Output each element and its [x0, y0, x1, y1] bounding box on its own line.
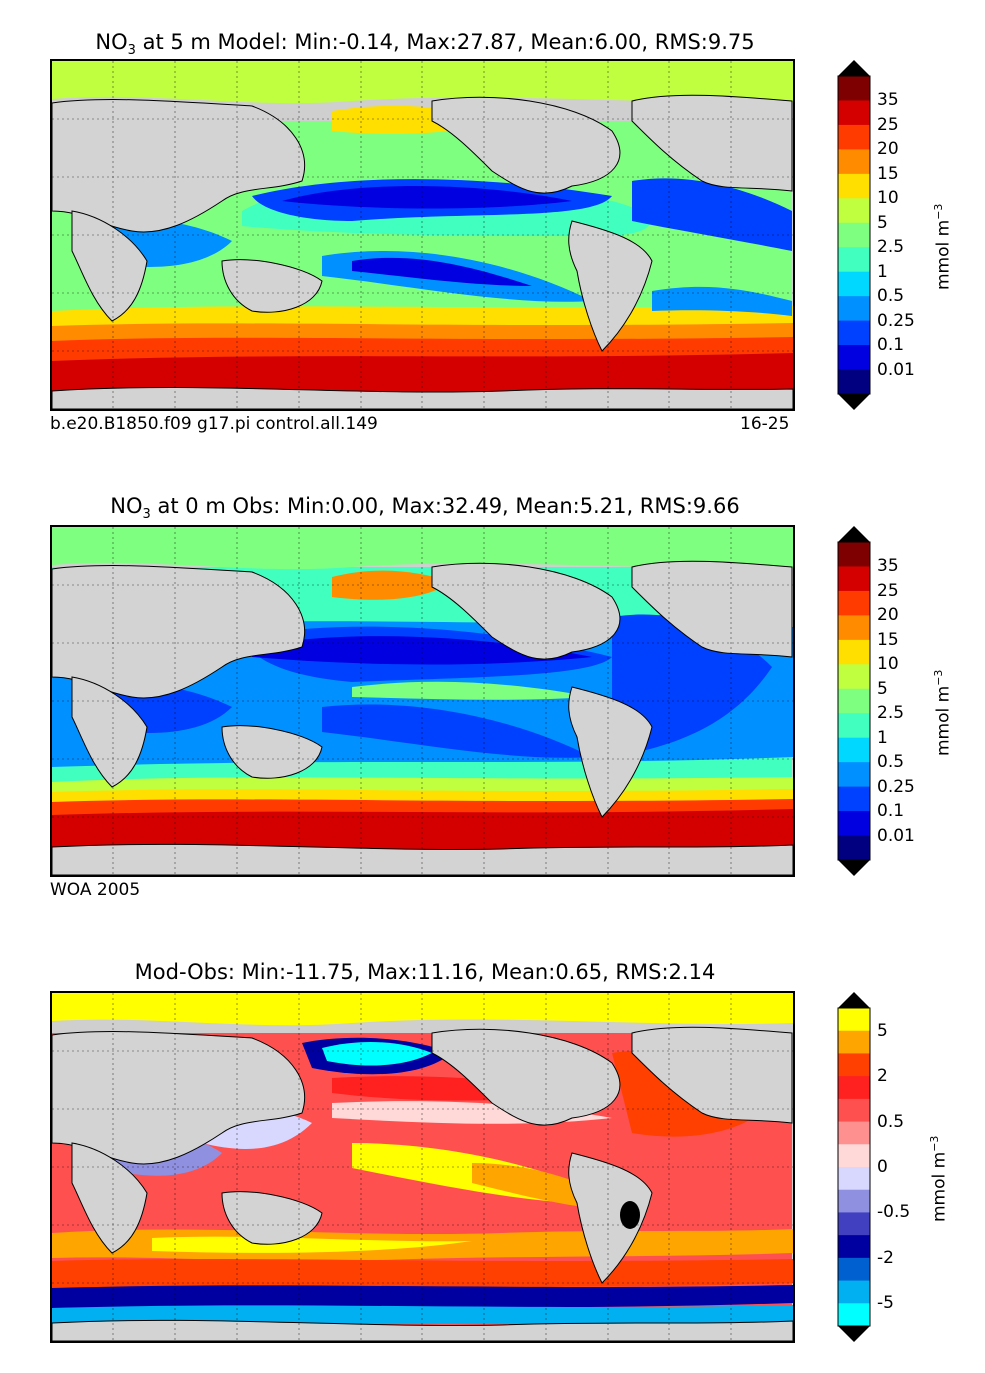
colorbar-swatch [838, 737, 870, 763]
colorbar-swatch [838, 198, 870, 224]
colorbar-tick-label: 2.5 [877, 703, 905, 724]
colorbar-swatch [838, 222, 870, 248]
panel-1-footer-left: b.e20.B1850.f09 g17.pi control.all.149 [50, 414, 378, 434]
colorbar-swatch [838, 1053, 870, 1077]
colorbar-tick-label: 2.5 [877, 237, 905, 258]
colorbar-swatch [838, 1144, 870, 1168]
colorbar-swatch [838, 762, 870, 788]
colorbar-swatch [838, 296, 870, 322]
colorbar-tick-label: 0.25 [877, 776, 915, 797]
colorbar-tick-label: 0.5 [877, 752, 905, 773]
colorbar-tick-label: 0.01 [877, 359, 915, 380]
panel-2-colorbar [837, 526, 871, 876]
panel-1-colorbar-unit: mmol m−3 [932, 203, 954, 290]
colorbar-swatch [838, 345, 870, 371]
colorbar-tick-label: 20 [877, 139, 899, 160]
colorbar-swatch [838, 566, 870, 592]
colorbar-tick-label: -2 [877, 1247, 894, 1268]
colorbar-tick-label: 0.5 [877, 1111, 905, 1132]
colorbar-tick-label: 10 [877, 188, 899, 209]
colorbar-tick-label: 35 [877, 90, 899, 111]
colorbar-tick-label: 0 [877, 1157, 888, 1177]
colorbar-tick-label: 15 [877, 163, 899, 184]
colorbar-tick-label: 5 [877, 1020, 888, 1041]
colorbar-tick-label: 0.25 [877, 310, 915, 331]
colorbar-swatch [838, 100, 870, 126]
colorbar-tick-label: 15 [877, 629, 899, 650]
colorbar-tick-label: 20 [877, 605, 899, 626]
colorbar-tick-label: -0.5 [877, 1202, 911, 1223]
colorbar-frame [837, 1007, 871, 1327]
colorbar-swatch [838, 688, 870, 714]
colorbar-tick-label: 25 [877, 114, 899, 135]
colorbar-extend-max [838, 60, 870, 76]
colorbar-tick-label: 1 [877, 727, 888, 748]
colorbar-swatch [838, 1280, 870, 1304]
colorbar-swatch [838, 1189, 870, 1213]
colorbar-swatch [838, 1030, 870, 1054]
colorbar-swatch [838, 149, 870, 175]
colorbar-extend-min [838, 394, 870, 410]
colorbar-swatch [838, 247, 870, 273]
panel-1-map [50, 59, 795, 411]
colorbar-frame [837, 75, 871, 395]
colorbar-swatch [838, 835, 870, 861]
colorbar-swatch [838, 369, 870, 395]
panel-3-title: Mod-Obs: Min:-11.75, Max:11.16, Mean:0.6… [134, 960, 716, 984]
panel-1-footer-right: 16-25 [740, 414, 790, 434]
colorbar-swatch [838, 1008, 870, 1032]
colorbar-swatch [838, 590, 870, 616]
colorbar-swatch [838, 1235, 870, 1259]
colorbar-swatch [838, 811, 870, 837]
colorbar-swatch [838, 271, 870, 297]
colorbar-tick-label: 2 [877, 1066, 888, 1087]
colorbar-swatch [838, 542, 870, 567]
colorbar-frame [837, 541, 871, 861]
colorbar-tick-label: 5 [877, 678, 888, 699]
colorbar-swatch [838, 1212, 870, 1236]
colorbar-swatch [838, 1121, 870, 1145]
panel-3-map [50, 991, 795, 1343]
colorbar-swatch [838, 664, 870, 690]
panel-1-colorbar [837, 60, 871, 410]
colorbar-tick-label: 10 [877, 654, 899, 675]
panel-3-colorbar-unit: mmol m−3 [928, 1135, 950, 1222]
colorbar-tick-label: 0.01 [877, 825, 915, 846]
colorbar-tick-label: 0.1 [877, 335, 905, 356]
colorbar-swatch [838, 1098, 870, 1123]
colorbar-swatch [838, 124, 870, 150]
colorbar-swatch [838, 615, 870, 641]
colorbar-swatch [838, 1303, 870, 1327]
colorbar-swatch [838, 639, 870, 665]
colorbar-tick-label: 0.5 [877, 286, 905, 307]
colorbar-swatch [838, 1257, 870, 1282]
colorbar-tick-label: -5 [877, 1293, 894, 1314]
panel-1-title: NO3 at 5 m Model: Min:-0.14, Max:27.87, … [95, 30, 755, 59]
colorbar-swatch [838, 1076, 870, 1100]
colorbar-extend-max [838, 526, 870, 542]
colorbar-swatch [838, 173, 870, 199]
colorbar-swatch [838, 320, 870, 346]
colorbar-extend-max [838, 992, 870, 1008]
colorbar-swatch [838, 76, 870, 101]
colorbar-swatch [838, 786, 870, 812]
panel-2-map [50, 525, 795, 877]
colorbar-swatch [838, 1167, 870, 1191]
panel-3-colorbar [837, 992, 871, 1342]
colorbar-extend-min [838, 860, 870, 876]
colorbar-tick-label: 35 [877, 556, 899, 577]
panel-2-title: NO3 at 0 m Obs: Min:0.00, Max:32.49, Mea… [110, 494, 740, 523]
colorbar-tick-label: 5 [877, 212, 888, 233]
colorbar-tick-label: 1 [877, 261, 888, 282]
panel-2-colorbar-unit: mmol m−3 [932, 669, 954, 756]
colorbar-tick-label: 0.1 [877, 801, 905, 822]
colorbar-tick-label: 25 [877, 580, 899, 601]
colorbar-swatch [838, 713, 870, 739]
colorbar-extend-min [838, 1326, 870, 1342]
panel-2-footer-left: WOA 2005 [50, 880, 141, 900]
